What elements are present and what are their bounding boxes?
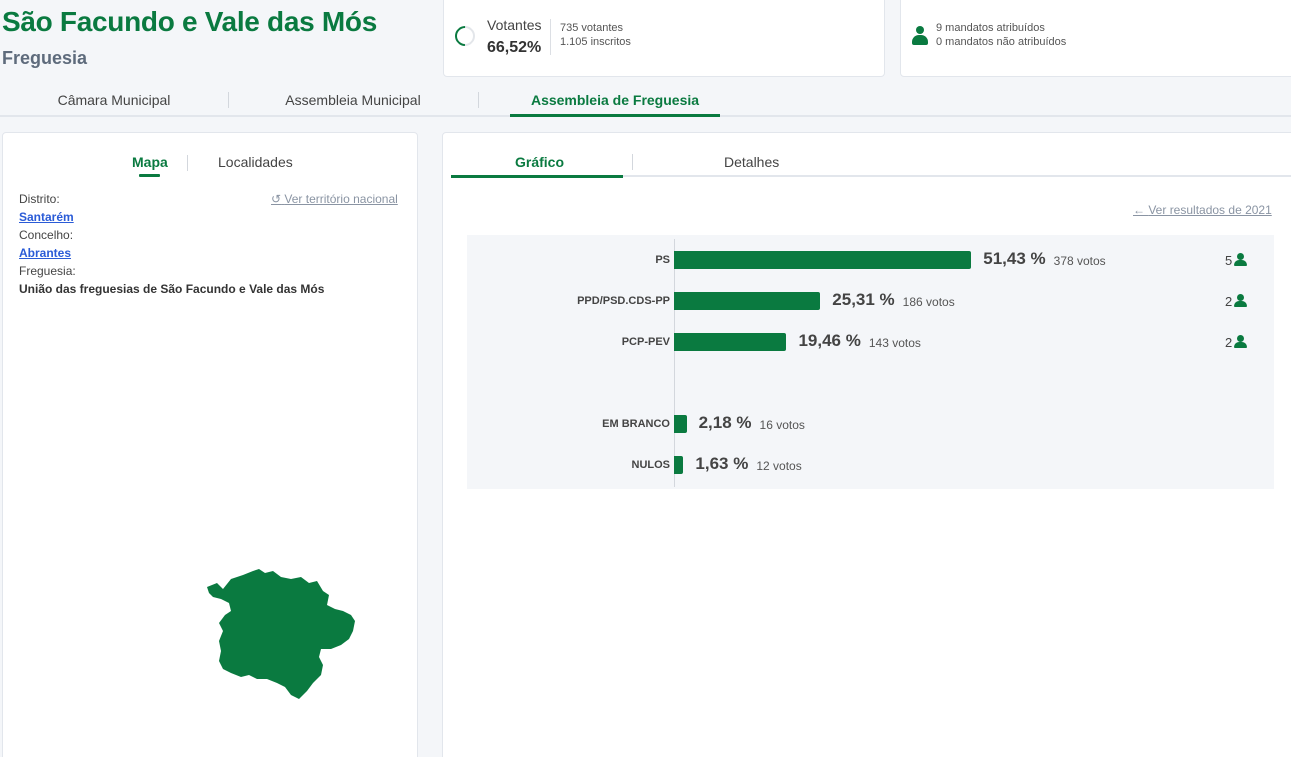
- percentage-label: 1,63 %: [695, 454, 749, 473]
- category-label: NULOS: [631, 459, 671, 471]
- tabs-baseline: [451, 175, 1291, 177]
- arrow-left-icon: ←: [1133, 203, 1145, 217]
- votes-label: 378 votos: [1053, 254, 1106, 268]
- page-title: São Facundo e Vale das Mós: [2, 6, 377, 37]
- distrito-link[interactable]: Santarém: [19, 210, 74, 224]
- percentage-label: 2,18 %: [698, 413, 752, 432]
- person-icon: [1234, 294, 1248, 307]
- category-label: PPD/PSD.CDS-PP: [577, 295, 670, 307]
- ver-territorio-link[interactable]: ↺ Ver território nacional: [271, 192, 398, 206]
- main-tabs: Câmara Municipal Assembleia Municipal As…: [0, 86, 1291, 117]
- mandatos-nao-atribuidos: 0 mandatos não atribuídos: [936, 36, 1067, 48]
- seats-value: 5: [1225, 253, 1233, 268]
- concelho-label: Concelho:: [19, 228, 74, 242]
- map-panel: Mapa Localidades ↺ Ver território nacion…: [2, 132, 418, 757]
- chart-axis: [674, 239, 675, 487]
- progress-ring-icon: [450, 21, 480, 51]
- bar-pcp-pev[interactable]: [674, 333, 787, 351]
- ver-resultados-label: Ver resultados de 2021: [1148, 203, 1272, 217]
- votes-label: 186 votos: [902, 295, 955, 309]
- tab-mapa[interactable]: Mapa: [132, 154, 168, 170]
- tab-assembleia-freguesia[interactable]: Assembleia de Freguesia: [530, 92, 700, 108]
- ver-territorio-label: Ver território nacional: [284, 192, 398, 206]
- person-icon: [911, 26, 929, 46]
- tab-divider: [632, 154, 633, 170]
- seats-count: 2: [1225, 335, 1248, 350]
- votantes-count: 735 votantes: [560, 22, 623, 34]
- tab-detalhes[interactable]: Detalhes: [724, 154, 780, 170]
- seats-value: 2: [1225, 294, 1233, 309]
- freguesia-map[interactable]: [201, 565, 361, 705]
- undo-icon: ↺: [271, 192, 282, 206]
- person-icon: [1234, 253, 1248, 266]
- percentage-label: 51,43 %: [983, 249, 1046, 268]
- category-label: EM BRANCO: [602, 418, 670, 430]
- page-subtitle: Freguesia: [2, 48, 88, 68]
- bar-nulos[interactable]: [674, 456, 684, 474]
- freguesia-shape[interactable]: [207, 569, 355, 699]
- active-tab-indicator: [510, 114, 720, 117]
- percentage-label: 19,46 %: [798, 331, 861, 350]
- tab-assembleia-municipal[interactable]: Assembleia Municipal: [285, 92, 421, 108]
- results-chart: PS 51,43 % 378 votos 5 PPD/PSD.CDS-PP 25,31 %…: [467, 235, 1274, 489]
- votantes-percentage: 66,52%: [487, 39, 542, 56]
- tab-divider: [478, 92, 479, 108]
- percentage-label: 25,31 %: [832, 290, 895, 309]
- inscritos-count: 1.105 inscritos: [560, 36, 631, 48]
- mandatos-atribuidos: 9 mandatos atribuídos: [936, 22, 1045, 34]
- votes-label: 12 votos: [756, 459, 802, 473]
- bar-em-branco[interactable]: [674, 415, 687, 433]
- results-panel: Gráfico Detalhes ← Ver resultados de 202…: [442, 132, 1291, 757]
- category-label: PCP-PEV: [621, 336, 670, 348]
- seats-count: 5: [1225, 253, 1248, 268]
- votes-label: 16 votos: [759, 418, 805, 432]
- concelho-link[interactable]: Abrantes: [19, 246, 72, 260]
- votantes-label: Votantes: [487, 17, 542, 33]
- active-subtab-indicator: [451, 175, 623, 178]
- category-label: PS: [655, 254, 670, 266]
- mandatos-card: 9 mandatos atribuídos 0 mandatos não atr…: [900, 0, 1291, 77]
- tab-divider: [228, 92, 229, 108]
- active-subtab-indicator: [139, 174, 160, 177]
- tab-divider: [187, 155, 188, 171]
- bar-ppd-psd-cds-pp[interactable]: [674, 292, 821, 310]
- freguesia-name: União das freguesias de São Facundo e Va…: [19, 282, 325, 296]
- distrito-label: Distrito:: [19, 192, 60, 206]
- tab-localidades[interactable]: Localidades: [218, 154, 293, 170]
- divider: [550, 19, 551, 55]
- seats-value: 2: [1225, 335, 1233, 350]
- votantes-card: Votantes 66,52% 735 votantes 1.105 inscr…: [443, 0, 885, 77]
- person-icon: [1234, 335, 1248, 348]
- freguesia-label: Freguesia:: [19, 264, 76, 278]
- tab-grafico[interactable]: Gráfico: [515, 154, 565, 170]
- votes-label: 143 votos: [868, 336, 921, 350]
- tab-camara-municipal[interactable]: Câmara Municipal: [57, 92, 171, 108]
- ver-resultados-link[interactable]: ← Ver resultados de 2021: [1133, 203, 1272, 217]
- bar-ps[interactable]: [674, 251, 972, 269]
- seats-count: 2: [1225, 294, 1248, 309]
